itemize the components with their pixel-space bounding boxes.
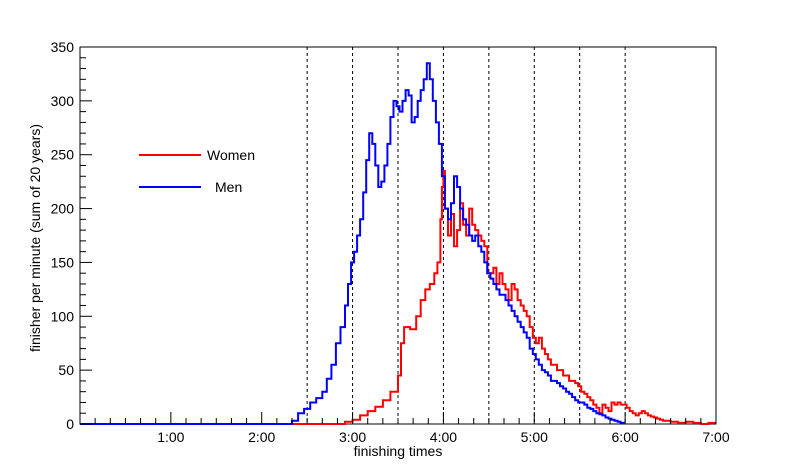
series-line-men <box>80 62 625 425</box>
x-tick-label: 5:00 <box>521 429 548 445</box>
x-axis-title: finishing times <box>354 443 443 459</box>
x-axis: 1:00 2:00 3:00 4:00 5:00 6:00 7:00 <box>79 412 730 445</box>
y-tick-label: 50 <box>58 362 74 378</box>
reference-lines <box>306 47 626 424</box>
legend-label-men: Men <box>215 179 242 195</box>
legend: Women Men <box>139 147 255 195</box>
series-line-women <box>80 169 716 425</box>
y-tick-label: 350 <box>51 39 75 55</box>
y-tick-label: 0 <box>66 416 74 432</box>
y-axis-title: finisher per minute (sum of 20 years) <box>27 124 43 352</box>
x-tick-label: 1:00 <box>157 429 184 445</box>
x-tick-label: 3:00 <box>339 429 366 445</box>
y-tick-label: 300 <box>51 93 75 109</box>
x-tick-label: 6:00 <box>612 429 639 445</box>
y-tick-label: 150 <box>51 254 75 270</box>
series-layer <box>80 62 716 425</box>
legend-label-women: Women <box>207 147 255 163</box>
y-tick-label: 100 <box>51 308 75 324</box>
x-tick-label: 7:00 <box>702 429 729 445</box>
y-tick-label: 200 <box>51 201 75 217</box>
y-axis: 0 50 100 150 200 250 300 350 <box>51 39 92 432</box>
y-tick-label: 250 <box>51 147 75 163</box>
x-tick-label: 2:00 <box>248 429 275 445</box>
x-tick-label: 4:00 <box>430 429 457 445</box>
